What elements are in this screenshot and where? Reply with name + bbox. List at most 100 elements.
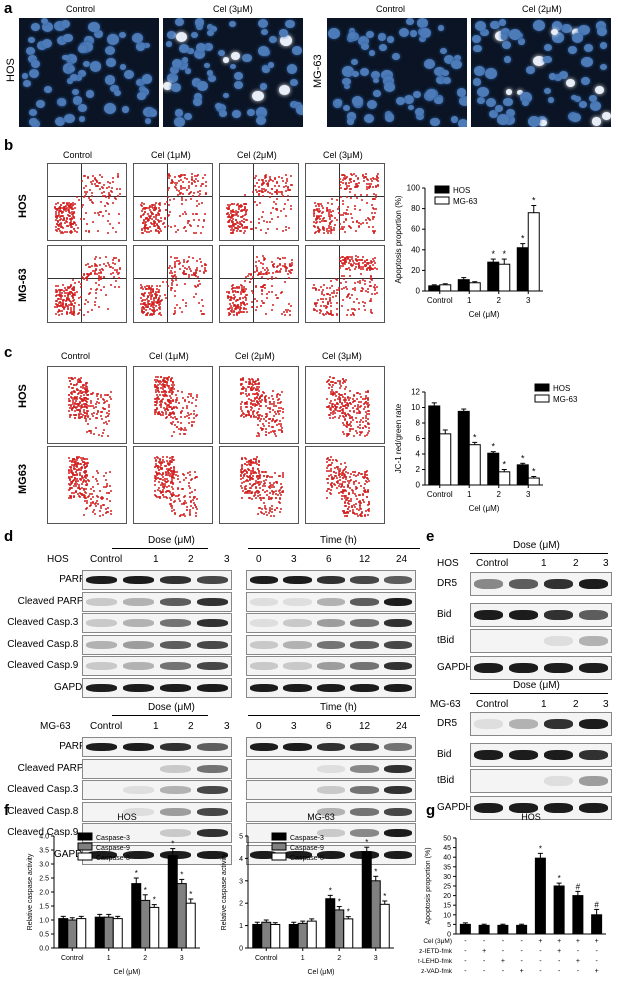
event-dot	[332, 410, 335, 413]
event-dot	[366, 402, 369, 405]
event-dot	[353, 434, 356, 437]
event-dot	[344, 177, 347, 180]
event-dot	[77, 226, 80, 229]
event-dot	[258, 481, 261, 484]
event-dot	[277, 265, 280, 268]
event-dot	[362, 288, 365, 291]
event-dot	[142, 306, 145, 308]
event-dot	[73, 467, 76, 470]
event-dot	[73, 474, 76, 477]
event-dot	[362, 175, 365, 178]
event-dot	[140, 308, 143, 311]
nucleus-mark	[360, 42, 369, 51]
event-dot	[167, 406, 170, 409]
c-row-label-hos: HOS	[17, 384, 29, 408]
event-dot	[257, 410, 260, 413]
event-dot	[232, 286, 235, 289]
x-tick-label: Control	[427, 490, 453, 499]
event-dot	[68, 291, 71, 294]
x-tick-label: 1	[467, 490, 472, 499]
legend-swatch	[434, 185, 450, 194]
event-dot	[327, 478, 330, 481]
event-dot	[86, 398, 89, 401]
event-dot	[255, 404, 258, 407]
event-dot	[145, 216, 148, 219]
event-dot	[192, 495, 195, 498]
event-dot	[344, 393, 347, 396]
event-dot	[190, 478, 193, 481]
event-dot	[342, 213, 345, 216]
blot-band	[350, 807, 379, 816]
event-dot	[250, 300, 253, 303]
event-dot	[355, 174, 358, 177]
event-dot	[107, 196, 110, 199]
event-dot	[330, 489, 333, 492]
event-dot	[182, 226, 185, 229]
event-dot	[71, 402, 74, 405]
event-dot	[358, 263, 361, 266]
event-dot	[343, 481, 346, 484]
event-dot	[201, 201, 204, 204]
blot-band	[578, 719, 609, 730]
event-dot	[192, 219, 195, 222]
event-dot	[110, 189, 113, 192]
event-dot	[74, 460, 77, 463]
event-dot	[344, 379, 347, 382]
event-dot	[160, 481, 163, 484]
event-dot	[258, 506, 261, 509]
event-dot	[272, 402, 275, 405]
event-dot	[343, 212, 346, 215]
event-dot	[187, 393, 190, 396]
event-dot	[97, 272, 100, 275]
event-dot	[340, 225, 343, 228]
event-dot	[161, 384, 164, 387]
nucleus-mark	[104, 103, 117, 115]
event-dot	[252, 483, 255, 486]
event-dot	[233, 226, 236, 229]
bar	[270, 923, 281, 949]
event-dot	[245, 414, 248, 417]
event-dot	[349, 181, 352, 183]
event-dot	[153, 409, 156, 412]
event-dot	[155, 301, 158, 304]
event-dot	[266, 228, 269, 231]
event-dot	[140, 284, 143, 287]
event-dot	[357, 281, 360, 284]
event-dot	[93, 257, 96, 260]
event-dot	[155, 476, 158, 479]
event-dot	[111, 181, 114, 184]
event-dot	[256, 413, 259, 416]
event-dot	[278, 489, 281, 492]
event-dot	[259, 417, 262, 420]
event-dot	[57, 215, 60, 218]
event-dot	[263, 418, 266, 421]
event-dot	[176, 475, 179, 478]
event-dot	[75, 403, 78, 406]
event-dot	[321, 290, 324, 293]
nucleus-mark	[543, 43, 553, 52]
event-dot	[191, 421, 194, 424]
x-tick-label: Control	[427, 296, 453, 305]
event-dot	[229, 216, 232, 219]
event-dot	[251, 290, 254, 293]
event-dot	[157, 387, 160, 389]
event-dot	[70, 225, 73, 228]
e-mg-row-label: tBid	[437, 775, 455, 786]
event-dot	[346, 184, 349, 187]
event-dot	[362, 403, 365, 406]
panel-label-b: b	[4, 137, 14, 154]
event-dot	[185, 189, 188, 192]
event-dot	[366, 478, 369, 481]
event-dot	[363, 424, 366, 427]
event-dot	[86, 501, 89, 504]
event-dot	[166, 486, 169, 489]
y-tick-label: 4.0	[39, 834, 49, 841]
event-dot	[190, 178, 193, 181]
event-dot	[158, 471, 161, 474]
event-dot	[143, 292, 146, 295]
blot-band	[85, 743, 118, 752]
event-dot	[152, 213, 155, 216]
event-dot	[175, 417, 178, 420]
event-dot	[63, 291, 66, 294]
event-dot	[281, 193, 284, 196]
